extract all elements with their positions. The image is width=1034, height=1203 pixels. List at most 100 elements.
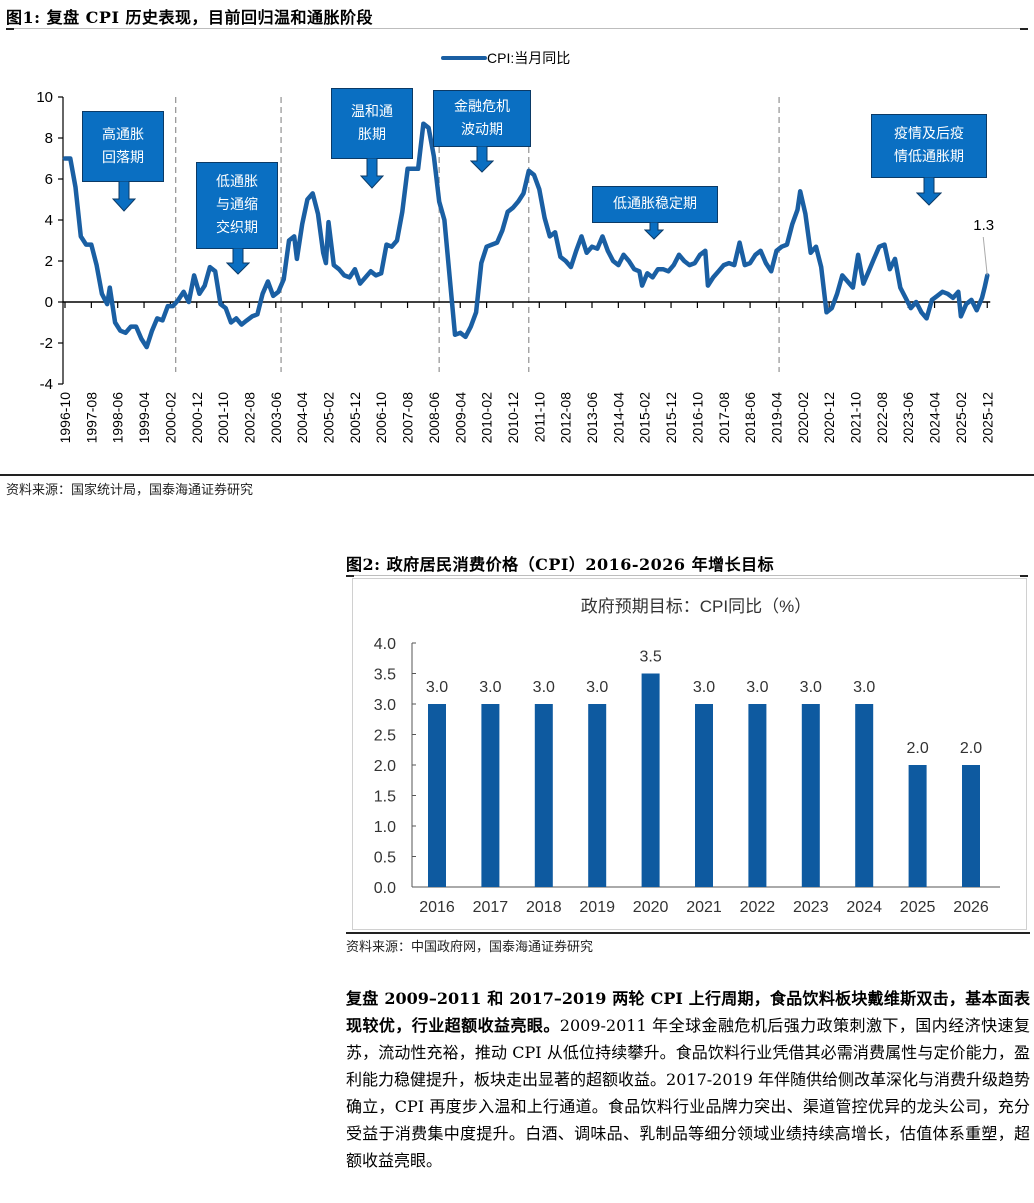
svg-text:3.0: 3.0 bbox=[693, 679, 715, 696]
svg-text:3.0: 3.0 bbox=[533, 679, 555, 696]
svg-text:2018-06: 2018-06 bbox=[742, 392, 758, 444]
svg-text:3.5: 3.5 bbox=[639, 649, 661, 666]
svg-text:1.5: 1.5 bbox=[374, 789, 396, 806]
svg-text:10: 10 bbox=[36, 89, 53, 106]
analysis-paragraph: 复盘 2009–2011 和 2017–2019 两轮 CPI 上行周期，食品饮… bbox=[346, 985, 1030, 1174]
svg-text:2021: 2021 bbox=[686, 899, 722, 916]
svg-text:2019-04: 2019-04 bbox=[768, 392, 784, 444]
svg-text:2005-12: 2005-12 bbox=[347, 392, 363, 444]
figure1-source: 资料来源：国家统计局，国泰海通证券研究 bbox=[6, 483, 254, 498]
svg-text:2017-08: 2017-08 bbox=[716, 392, 732, 444]
paragraph-body: 2009-2011 年全球金融危机后强力政策刺激下，国内经济快速复苏，流动性充裕… bbox=[346, 1016, 1030, 1170]
svg-text:2004-04: 2004-04 bbox=[294, 392, 310, 444]
figure1-right-corner-mark bbox=[1020, 28, 1028, 30]
svg-text:3.0: 3.0 bbox=[479, 679, 501, 696]
svg-text:0: 0 bbox=[45, 294, 53, 311]
callout-financial-crisis: 金融危机 波动期 bbox=[433, 90, 531, 147]
svg-text:3.0: 3.0 bbox=[374, 697, 396, 714]
figure1-left-corner-mark bbox=[6, 28, 14, 30]
chart1-legend-label: CPI:当月同比 bbox=[487, 50, 570, 66]
svg-text:2.0: 2.0 bbox=[960, 740, 982, 757]
svg-text:2024-04: 2024-04 bbox=[927, 392, 943, 444]
svg-text:2: 2 bbox=[45, 253, 53, 270]
svg-text:1999-04: 1999-04 bbox=[136, 392, 152, 444]
svg-text:2006-10: 2006-10 bbox=[373, 392, 389, 444]
arrow-down-icon bbox=[112, 181, 136, 212]
svg-text:2021-10: 2021-10 bbox=[848, 392, 864, 444]
chart2-axes: 0.0 0.5 1.0 1.5 2.0 2.5 3.0 3.5 4.0 bbox=[374, 636, 1000, 897]
arrow-down-icon bbox=[226, 248, 250, 275]
svg-text:2020-12: 2020-12 bbox=[821, 392, 837, 444]
chart1-x-tick-labels: 1996-10 1997-08 1998-06 1999-04 2000-02 2000-… bbox=[57, 392, 995, 444]
cpi-target-bar-chart: 政府预期目标：CPI同比（%） 0.0 0.5 1.0 1.5 2.0 2.5 3.0 3.5… bbox=[374, 597, 1000, 917]
svg-text:4: 4 bbox=[45, 212, 53, 229]
svg-text:2.5: 2.5 bbox=[374, 728, 396, 745]
svg-text:1997-08: 1997-08 bbox=[83, 392, 99, 444]
bar-2017 bbox=[481, 704, 500, 887]
figure1-bottom-rule bbox=[0, 474, 1034, 476]
svg-text:2024: 2024 bbox=[846, 899, 882, 916]
svg-text:2000-12: 2000-12 bbox=[189, 392, 205, 444]
figure2-source: 资料来源：中国政府网，国泰海通证券研究 bbox=[346, 940, 594, 955]
svg-text:2019: 2019 bbox=[579, 899, 615, 916]
figure2-bottom-rule bbox=[346, 932, 1030, 934]
svg-text:1.0: 1.0 bbox=[374, 819, 396, 836]
svg-text:2018: 2018 bbox=[526, 899, 562, 916]
last-value-leader-line bbox=[982, 236, 988, 276]
svg-text:2016-10: 2016-10 bbox=[689, 392, 705, 444]
svg-text:2015-02: 2015-02 bbox=[637, 392, 653, 444]
svg-text:-4: -4 bbox=[40, 376, 53, 393]
svg-text:2017: 2017 bbox=[473, 899, 509, 916]
cpi-series-line bbox=[62, 121, 990, 350]
svg-text:2020: 2020 bbox=[633, 899, 669, 916]
svg-text:2022-08: 2022-08 bbox=[874, 392, 890, 444]
figure2-title: 图2: 政府居民消费价格（CPI）2016-2026 年增长目标 bbox=[346, 555, 775, 574]
callout-low-inflation-deflation: 低通胀 与通缩 交织期 bbox=[196, 162, 278, 249]
arrow-down-icon bbox=[916, 177, 942, 206]
arrow-down-icon bbox=[360, 158, 384, 189]
callout-pandemic-low-inflation: 疫情及后疫 情低通胀期 bbox=[871, 114, 987, 178]
svg-text:2025-02: 2025-02 bbox=[953, 392, 969, 444]
svg-text:6: 6 bbox=[45, 171, 53, 188]
svg-text:3.0: 3.0 bbox=[586, 679, 608, 696]
arrow-down-icon bbox=[644, 222, 664, 240]
callout-low-inflation-stable: 低通胀稳定期 bbox=[592, 186, 718, 223]
chart2-title: 政府预期目标：CPI同比（%） bbox=[581, 597, 811, 616]
svg-text:2005-02: 2005-02 bbox=[321, 392, 337, 444]
bar-2024 bbox=[855, 704, 874, 887]
svg-text:3.0: 3.0 bbox=[800, 679, 822, 696]
paragraph-bold-lead: 复盘 2009–2011 和 2017–2019 两轮 CPI 上行周期，食品饮… bbox=[346, 989, 1030, 1035]
bar-2025 bbox=[908, 765, 927, 887]
bar-2016 bbox=[428, 704, 446, 887]
callout-mild-inflation: 温和通 胀期 bbox=[331, 88, 413, 159]
svg-text:2023: 2023 bbox=[793, 899, 829, 916]
bar-2023 bbox=[801, 704, 820, 887]
chart2-bars: 3.0 2016 3.0 2017 3.0 2018 3.0 2019 3.5 2020 3.0 20… bbox=[419, 649, 989, 917]
figure1-title-rule bbox=[6, 28, 1028, 29]
svg-text:2023-06: 2023-06 bbox=[900, 392, 916, 444]
chart1-legend: CPI:当月同比 bbox=[441, 50, 570, 66]
svg-text:3.5: 3.5 bbox=[374, 667, 396, 684]
svg-text:1998-06: 1998-06 bbox=[110, 392, 126, 444]
svg-text:4.0: 4.0 bbox=[374, 636, 396, 653]
svg-text:2025-12: 2025-12 bbox=[979, 392, 995, 444]
svg-text:2013-06: 2013-06 bbox=[584, 392, 600, 444]
chart2-frame bbox=[352, 578, 1027, 930]
bar-2020 bbox=[641, 673, 660, 887]
svg-text:8: 8 bbox=[45, 130, 53, 147]
svg-text:0.5: 0.5 bbox=[374, 850, 396, 867]
svg-text:2012-08: 2012-08 bbox=[558, 392, 574, 444]
svg-text:1996-10: 1996-10 bbox=[57, 392, 73, 444]
svg-text:2000-02: 2000-02 bbox=[162, 392, 178, 444]
svg-text:2.0: 2.0 bbox=[906, 740, 928, 757]
cpi-line-chart: CPI:当月同比 -4 -2 0 2 4 6 8 10 1996-10 1997-08 1998-… bbox=[36, 50, 995, 444]
figure2-title-rule bbox=[346, 575, 1028, 576]
svg-text:2010-12: 2010-12 bbox=[505, 392, 521, 444]
svg-text:2020-02: 2020-02 bbox=[795, 392, 811, 444]
callout-high-inflation-fall: 高通胀 回落期 bbox=[82, 111, 164, 182]
svg-text:2002-08: 2002-08 bbox=[241, 392, 257, 444]
svg-text:2025: 2025 bbox=[900, 899, 936, 916]
svg-text:2007-08: 2007-08 bbox=[400, 392, 416, 444]
svg-text:2015-12: 2015-12 bbox=[663, 392, 679, 444]
svg-text:2016: 2016 bbox=[419, 899, 455, 916]
